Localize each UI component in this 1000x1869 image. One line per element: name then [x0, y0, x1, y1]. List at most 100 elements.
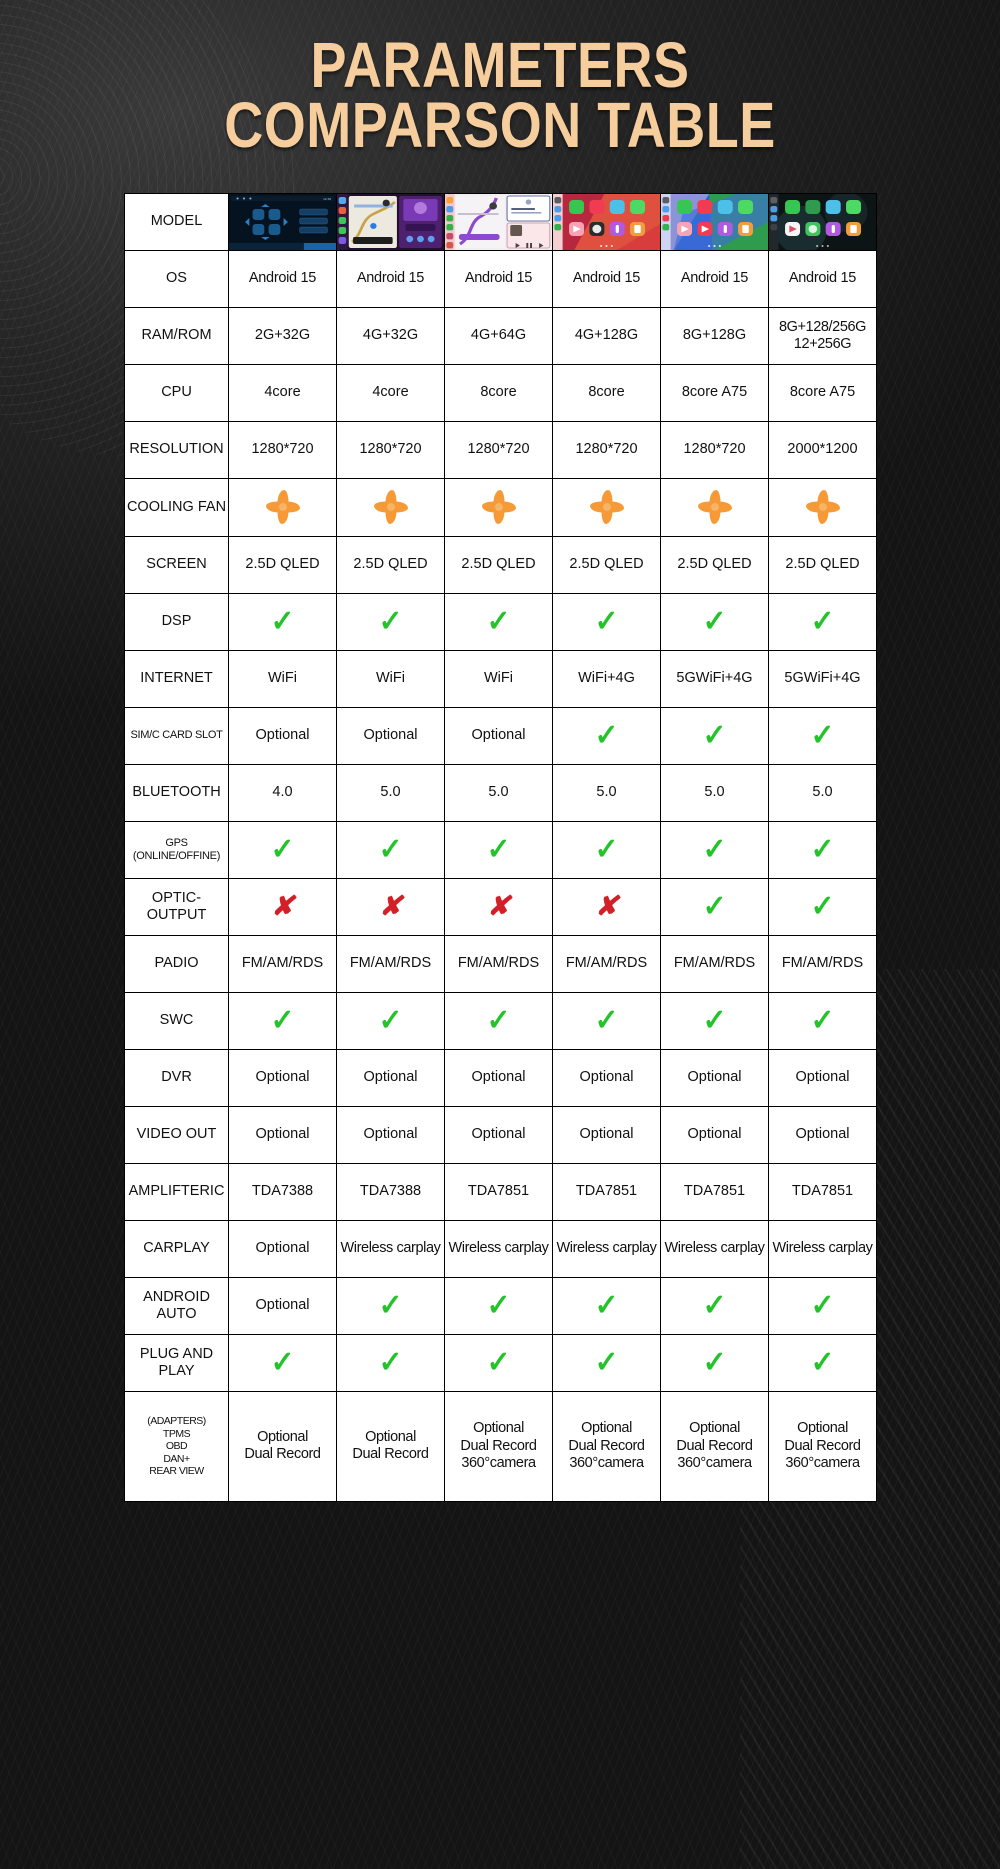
- table-row-screen: SCREEN 2.5D QLED 2.5D QLED 2.5D QLED 2.5D QL…: [124, 535, 877, 594]
- cross-icon: ✘: [595, 891, 618, 922]
- cell-internet-col5: 5GWiFi+4G: [660, 649, 769, 708]
- cell-os-col2: Android 15: [336, 249, 445, 308]
- cell-video-out-col1: Optional: [228, 1105, 337, 1164]
- cell-dvr-col3: Optional: [444, 1048, 553, 1107]
- cell-cooling-fan-col2: [336, 477, 445, 537]
- cell-bluetooth-col5: 5.0: [660, 763, 769, 822]
- table-row-adapters-tpms-obd-dan-rear-view: (ADAPTERS) TPMS OBD DAN+ REAR VIEW Option…: [124, 1390, 877, 1502]
- row-label-optic-output: OPTIC-OUTPUT: [124, 877, 229, 936]
- cell-video-out-col5: Optional: [660, 1105, 769, 1164]
- cell-amplifteric-col4: TDA7851: [552, 1162, 661, 1221]
- cell-swc-col5: ✓: [660, 991, 769, 1050]
- check-icon: ✓: [270, 604, 295, 638]
- cell-cpu-col6: 8core A75: [768, 363, 877, 422]
- cell-cooling-fan-col4: [552, 477, 661, 537]
- cell-os-col3: Android 15: [444, 249, 553, 308]
- cell-plug-and-play-col3: ✓: [444, 1333, 553, 1392]
- cell-swc-col2: ✓: [336, 991, 445, 1050]
- cell-android-auto-col2: ✓: [336, 1276, 445, 1335]
- cell-swc-col4: ✓: [552, 991, 661, 1050]
- cell-gps-online-offine-col1: ✓: [228, 820, 337, 879]
- cell-sim-c-card-slot-col5: ✓: [660, 706, 769, 765]
- cell-amplifteric-col2: TDA7388: [336, 1162, 445, 1221]
- table-row-os: OS Android 15 Android 15 Android 15 Android …: [124, 249, 877, 308]
- cooling-fan-icon: [805, 490, 840, 525]
- model-6-thumbnail: [768, 192, 877, 251]
- row-label-internet: INTERNET: [124, 649, 229, 708]
- table-row-internet: INTERNET WiFi WiFi WiFi WiFi+4G 5GWiFi+4G 5GWi…: [124, 649, 877, 708]
- cell-resolution-col5: 1280*720: [660, 420, 769, 479]
- row-label-resolution: RESOLUTION: [124, 420, 229, 479]
- cell-plug-and-play-col5: ✓: [660, 1333, 769, 1392]
- cell-padio-col1: FM/AM/RDS: [228, 934, 337, 993]
- check-icon: ✓: [594, 718, 619, 752]
- cooling-fan-icon: [697, 490, 732, 525]
- table-row-dsp: DSP ✓ ✓ ✓ ✓ ✓ ✓: [124, 592, 877, 651]
- cell-resolution-col3: 1280*720: [444, 420, 553, 479]
- row-label-amplifteric: AMPLIFTERIC: [124, 1162, 229, 1221]
- cell-internet-col4: WiFi+4G: [552, 649, 661, 708]
- cell-dsp-col2: ✓: [336, 592, 445, 651]
- cell-cooling-fan-col5: [660, 477, 769, 537]
- cell-video-out-col3: Optional: [444, 1105, 553, 1164]
- cell-resolution-col2: 1280*720: [336, 420, 445, 479]
- cell-bluetooth-col6: 5.0: [768, 763, 877, 822]
- cell-screen-col4: 2.5D QLED: [552, 535, 661, 594]
- cell-screen-col2: 2.5D QLED: [336, 535, 445, 594]
- cell-carplay-col5: Wireless carplay: [660, 1219, 769, 1278]
- model-3-thumbnail: [444, 192, 553, 251]
- cooling-fan-icon: [265, 490, 300, 525]
- cell-padio-col4: FM/AM/RDS: [552, 934, 661, 993]
- cell-optic-output-col2: ✘: [336, 877, 445, 936]
- check-icon: ✓: [594, 604, 619, 638]
- cell-video-out-col4: Optional: [552, 1105, 661, 1164]
- cell-cpu-col2: 4core: [336, 363, 445, 422]
- table-row-swc: SWC ✓ ✓ ✓ ✓ ✓ ✓: [124, 991, 877, 1050]
- cell-adapters-tpms-obd-dan-rear-view-col5: Optional Dual Record 360°camera: [660, 1390, 769, 1502]
- cell-gps-online-offine-col4: ✓: [552, 820, 661, 879]
- cell-screen-col6: 2.5D QLED: [768, 535, 877, 594]
- row-label-ram-rom: RAM/ROM: [124, 306, 229, 365]
- android-head-unit-home-screen-image: 12:30: [229, 193, 336, 250]
- carplay-app-grid-dark-image: [769, 193, 876, 250]
- check-icon: ✓: [378, 1288, 403, 1322]
- cell-amplifteric-col5: TDA7851: [660, 1162, 769, 1221]
- check-icon: ✓: [702, 1288, 727, 1322]
- cell-swc-col3: ✓: [444, 991, 553, 1050]
- row-label-os: OS: [124, 249, 229, 308]
- cell-cpu-col3: 8core: [444, 363, 553, 422]
- check-icon: ✓: [378, 604, 403, 638]
- cell-dvr-col5: Optional: [660, 1048, 769, 1107]
- cell-plug-and-play-col6: ✓: [768, 1333, 877, 1392]
- cell-dvr-col6: Optional: [768, 1048, 877, 1107]
- cell-ram-rom-col2: 4G+32G: [336, 306, 445, 365]
- cell-amplifteric-col1: TDA7388: [228, 1162, 337, 1221]
- cell-padio-col3: FM/AM/RDS: [444, 934, 553, 993]
- check-icon: ✓: [810, 1345, 835, 1379]
- row-label-adapters-tpms-obd-dan-rear-view: (ADAPTERS) TPMS OBD DAN+ REAR VIEW: [124, 1390, 229, 1502]
- cell-internet-col3: WiFi: [444, 649, 553, 708]
- table-row-cpu: CPU 4core 4core 8core 8core 8core A75 8core A7…: [124, 363, 877, 422]
- check-icon: ✓: [486, 1345, 511, 1379]
- row-label-android-auto: ANDROID AUTO: [124, 1276, 229, 1335]
- table-row-ram-rom: RAM/ROM 2G+32G 4G+32G 4G+64G 4G+128G 8G+128G 8…: [124, 306, 877, 365]
- model-5-thumbnail: [660, 192, 769, 251]
- cell-screen-col3: 2.5D QLED: [444, 535, 553, 594]
- cell-os-col5: Android 15: [660, 249, 769, 308]
- cell-sim-c-card-slot-col4: ✓: [552, 706, 661, 765]
- title-line-2: COMPARSON TABLE: [224, 91, 776, 162]
- cell-screen-col1: 2.5D QLED: [228, 535, 337, 594]
- check-icon: ✓: [702, 604, 727, 638]
- comparison-table-wrapper: JSL-NAVI JSL-NAVI MODEL 12:30: [124, 192, 877, 1502]
- cell-adapters-tpms-obd-dan-rear-view-col3: Optional Dual Record 360°camera: [444, 1390, 553, 1502]
- cooling-fan-icon: [589, 490, 624, 525]
- cell-internet-col6: 5GWiFi+4G: [768, 649, 877, 708]
- check-icon: ✓: [486, 832, 511, 866]
- cooling-fan-icon: [373, 490, 408, 525]
- model-1-thumbnail: 12:30: [228, 192, 337, 251]
- svg-text:12:30: 12:30: [323, 197, 331, 201]
- row-label-screen: SCREEN: [124, 535, 229, 594]
- cell-carplay-col3: Wireless carplay: [444, 1219, 553, 1278]
- cell-screen-col5: 2.5D QLED: [660, 535, 769, 594]
- table-row-cooling-fan: COOLING FAN: [124, 477, 877, 537]
